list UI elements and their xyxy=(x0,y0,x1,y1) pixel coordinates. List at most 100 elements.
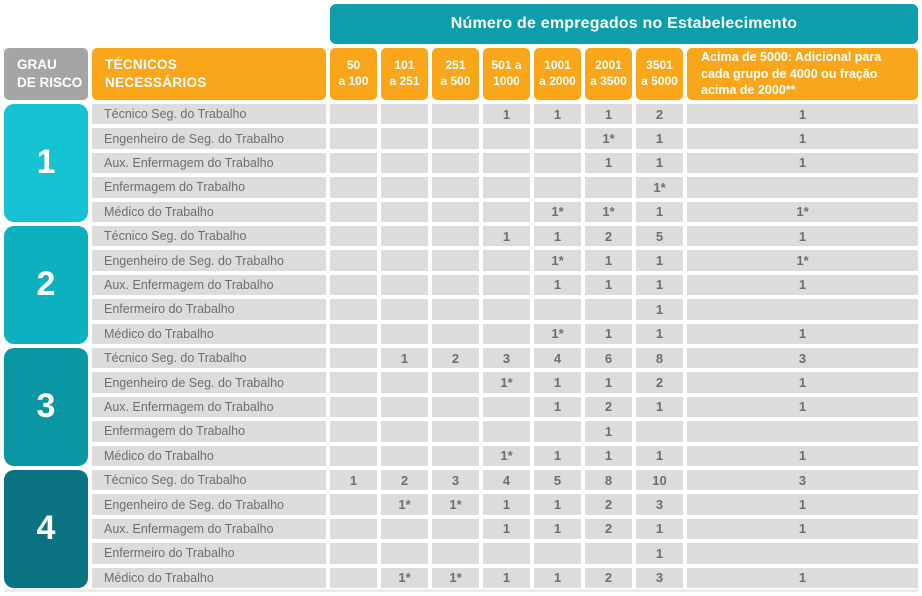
table-value-cell: 1 xyxy=(687,152,918,174)
table-value-cell: 1 xyxy=(636,323,683,344)
table-value-cell xyxy=(483,299,530,320)
technician-row-label: Engenheiro de Seg. do Trabalho xyxy=(92,494,326,515)
table-value-cell: 1* xyxy=(381,567,428,588)
table-value-cell xyxy=(381,323,428,344)
technician-row-label: Médico do Trabalho xyxy=(92,567,326,588)
table-value-cell: 2 xyxy=(585,396,632,418)
technician-row-label: Técnico Seg. do Trabalho xyxy=(92,347,326,369)
table-value-cell: 1* xyxy=(687,201,918,222)
risk-level-cell: 3 xyxy=(4,347,88,466)
table-value-cell: 1 xyxy=(483,567,530,588)
table-value-cell: 1* xyxy=(585,128,632,149)
technician-row-label: Engenheiro de Seg. do Trabalho xyxy=(92,372,326,393)
table-value-cell xyxy=(483,128,530,149)
table-value-cell xyxy=(330,201,377,222)
table-value-cell: 1* xyxy=(483,372,530,393)
table-value-cell: 1 xyxy=(636,396,683,418)
table-value-cell xyxy=(432,372,479,393)
table-value-cell xyxy=(381,250,428,271)
table-value-cell xyxy=(585,177,632,198)
table-value-cell xyxy=(330,445,377,466)
table-value-cell xyxy=(483,177,530,198)
table-value-cell xyxy=(330,567,377,588)
table-value-cell: 1 xyxy=(483,104,530,125)
table-value-cell xyxy=(687,543,918,564)
table-value-cell xyxy=(483,201,530,222)
table-value-cell xyxy=(534,421,581,442)
table-value-cell xyxy=(432,518,479,540)
table-value-cell xyxy=(432,177,479,198)
table-value-cell: 2 xyxy=(585,567,632,588)
technician-row-label: Enfermeiro do Trabalho xyxy=(92,299,326,320)
table-value-cell: 1 xyxy=(585,372,632,393)
table-value-cell: 2 xyxy=(585,518,632,540)
table-value-cell xyxy=(687,421,918,442)
table-value-cell: 1 xyxy=(585,104,632,125)
technician-row-label: Médico do Trabalho xyxy=(92,445,326,466)
technician-row-label: Enfermagem do Trabalho xyxy=(92,177,326,198)
table-value-cell: 1 xyxy=(534,274,581,296)
table-value-cell: 1 xyxy=(636,250,683,271)
table-value-cell: 1 xyxy=(330,469,377,491)
table-value-cell xyxy=(534,299,581,320)
technician-row-label: Técnico Seg. do Trabalho xyxy=(92,104,326,125)
table-value-cell: 1 xyxy=(636,152,683,174)
table-value-cell: 2 xyxy=(585,494,632,515)
table-value-cell: 1 xyxy=(687,323,918,344)
table-value-cell: 1 xyxy=(687,445,918,466)
table-value-cell xyxy=(381,274,428,296)
table-value-cell xyxy=(330,421,377,442)
table-value-cell xyxy=(432,250,479,271)
table-value-cell xyxy=(330,250,377,271)
table-value-cell xyxy=(381,225,428,247)
employee-range-header: 251 a 500 xyxy=(432,48,479,100)
table-value-cell: 1 xyxy=(483,518,530,540)
table-value-cell xyxy=(483,274,530,296)
table-value-cell: 1 xyxy=(585,323,632,344)
table-value-cell: 1 xyxy=(534,225,581,247)
employee-range-header: 1001 a 2000 xyxy=(534,48,581,100)
table-value-cell xyxy=(381,177,428,198)
table-value-cell xyxy=(330,494,377,515)
table-value-cell xyxy=(534,152,581,174)
table-value-cell xyxy=(432,201,479,222)
table-value-cell: 1* xyxy=(381,494,428,515)
table-value-cell: 2 xyxy=(636,104,683,125)
table-value-cell: 1 xyxy=(534,104,581,125)
table-value-cell xyxy=(432,152,479,174)
table-value-cell: 2 xyxy=(636,372,683,393)
table-value-cell xyxy=(330,299,377,320)
table-value-cell xyxy=(330,323,377,344)
technician-row-label: Médico do Trabalho xyxy=(92,323,326,344)
table-value-cell xyxy=(381,518,428,540)
table-value-cell xyxy=(483,323,530,344)
table-value-cell: 1 xyxy=(381,347,428,369)
technician-row-label: Aux. Enfermagem do Trabalho xyxy=(92,152,326,174)
technician-row-label: Engenheiro de Seg. do Trabalho xyxy=(92,128,326,149)
table-value-cell: 3 xyxy=(432,469,479,491)
table-value-cell xyxy=(330,128,377,149)
table-value-cell: 4 xyxy=(483,469,530,491)
risk-level-cell: 1 xyxy=(4,104,88,222)
risk-level-column-header: GRAU DE RISCO xyxy=(4,48,88,100)
table-value-cell: 8 xyxy=(636,347,683,369)
table-value-cell xyxy=(483,396,530,418)
table-value-cell: 1* xyxy=(585,201,632,222)
table-value-cell xyxy=(432,104,479,125)
technician-row-label: Médico do Trabalho xyxy=(92,201,326,222)
table-value-cell xyxy=(636,421,683,442)
table-value-cell: 1 xyxy=(687,494,918,515)
table-value-cell: 5 xyxy=(534,469,581,491)
table-value-cell: 1 xyxy=(534,518,581,540)
table-value-cell xyxy=(330,347,377,369)
table-value-cell: 1 xyxy=(636,201,683,222)
table-value-cell: 1* xyxy=(432,567,479,588)
table-value-cell: 1 xyxy=(585,421,632,442)
table-value-cell xyxy=(330,152,377,174)
table-value-cell: 1 xyxy=(636,445,683,466)
table-title: Número de empregados no Estabelecimento xyxy=(330,4,918,44)
table-value-cell: 2 xyxy=(381,469,428,491)
technician-row-label: Aux. Enfermagem do Trabalho xyxy=(92,518,326,540)
table-value-cell: 1 xyxy=(585,250,632,271)
table-value-cell: 1* xyxy=(534,323,581,344)
